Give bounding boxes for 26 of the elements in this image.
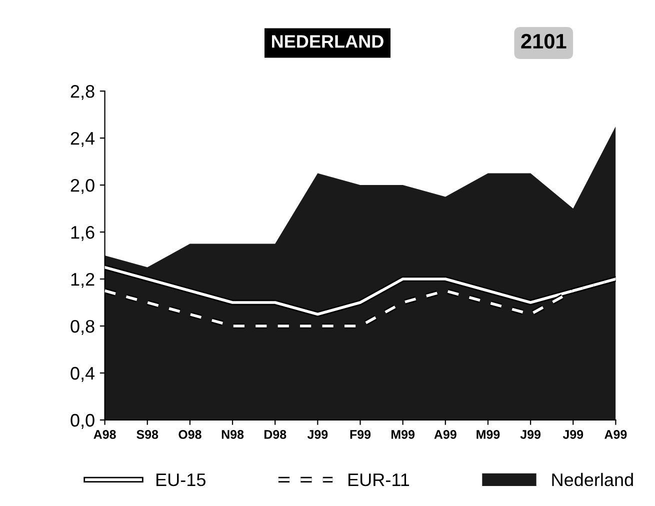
y-tick-label: 1,6 [71,226,94,241]
x-tick-label: F99 [350,430,371,439]
legend-label: EUR-11 [348,474,410,486]
y-tick-label: 0,0 [70,414,94,429]
x-tick-label: D98 [264,430,286,439]
text: 2101 [521,34,566,49]
y-tick-label: 0,8 [70,320,94,335]
y-tick-label: 2,0 [70,178,94,194]
x-tick-label: O98 [178,430,202,439]
legend-label: Nederland [552,472,633,486]
chart-title: NEDERLAND [272,35,384,48]
y-tick-label: 1,2 [71,272,94,288]
y-tick-label: 2,4 [70,132,95,147]
y-tick-label: 0,4 [70,366,95,382]
x-tick-label: A98 [94,430,116,439]
x-tick-label: J99 [520,430,541,439]
x-tick-label: M99 [392,430,415,439]
y-tick-label: 2,8 [70,85,94,100]
x-tick-label: J99 [307,430,328,439]
x-tick-label: M99 [476,430,500,439]
x-tick-label: J99 [562,430,584,439]
x-tick-label: S98 [136,430,158,439]
x-tick-label: A99 [604,430,627,439]
x-tick-label: A99 [434,430,456,439]
legend-label: EU-15 [156,474,206,486]
x-tick-label: N98 [222,430,244,439]
